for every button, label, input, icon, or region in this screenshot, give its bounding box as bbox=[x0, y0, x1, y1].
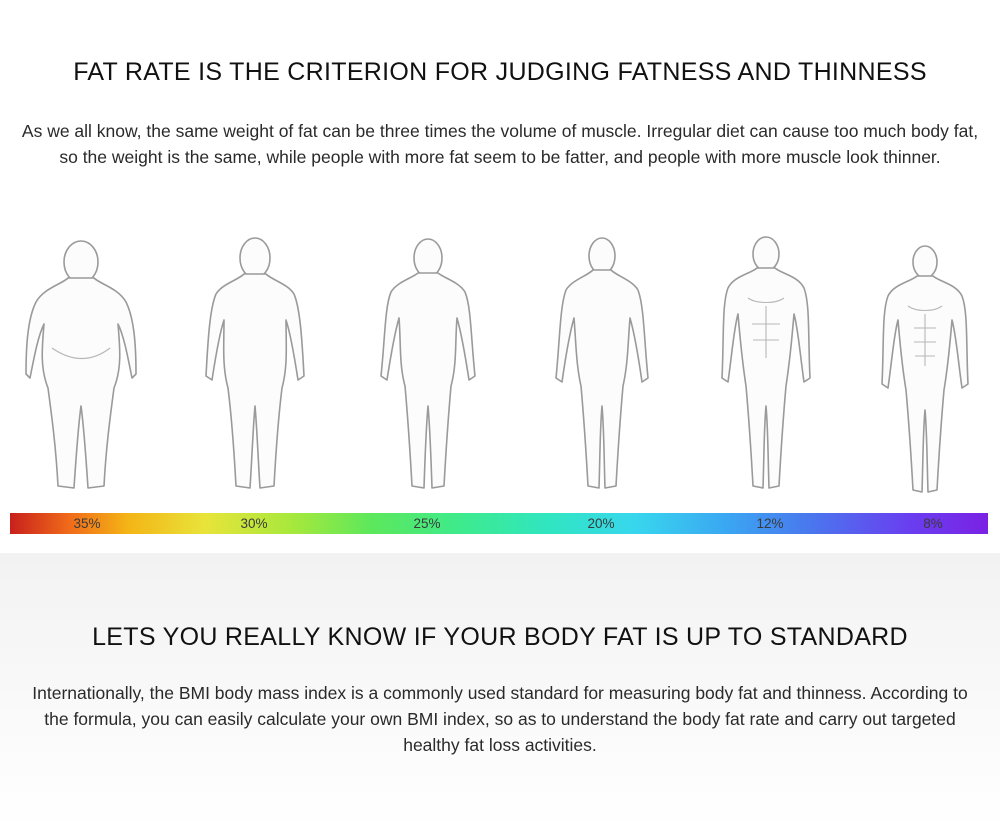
body-figure-35 bbox=[22, 228, 140, 503]
fat-scale-label-8: 8% bbox=[923, 516, 943, 531]
body-figure-8 bbox=[878, 228, 972, 503]
fat-scale-label-12: 12% bbox=[756, 516, 784, 531]
fat-scale-label-25: 25% bbox=[413, 516, 441, 531]
fat-scale-label-35: 35% bbox=[73, 516, 101, 531]
body-fat-standard-section: LETS YOU REALLY KNOW IF YOUR BODY FAT IS… bbox=[0, 553, 1000, 829]
body-figure-20 bbox=[550, 228, 654, 503]
body-silhouettes bbox=[0, 228, 1000, 508]
fat-rate-title: FAT RATE IS THE CRITERION FOR JUDGING FA… bbox=[73, 58, 927, 86]
body-figure-30 bbox=[200, 228, 310, 503]
fat-rate-section: FAT RATE IS THE CRITERION FOR JUDGING FA… bbox=[0, 58, 1000, 534]
fat-rate-scale-bar: 35% 30% 25% 20% 12% 8% bbox=[10, 513, 988, 534]
body-figure-12 bbox=[718, 228, 814, 503]
fat-rate-description: As we all know, the same weight of fat c… bbox=[21, 121, 979, 167]
body-figure-25 bbox=[375, 228, 481, 503]
fat-scale-label-30: 30% bbox=[240, 516, 268, 531]
standard-title: LETS YOU REALLY KNOW IF YOUR BODY FAT IS… bbox=[92, 623, 908, 651]
fat-scale-label-20: 20% bbox=[587, 516, 615, 531]
standard-description: Internationally, the BMI body mass index… bbox=[32, 683, 968, 755]
